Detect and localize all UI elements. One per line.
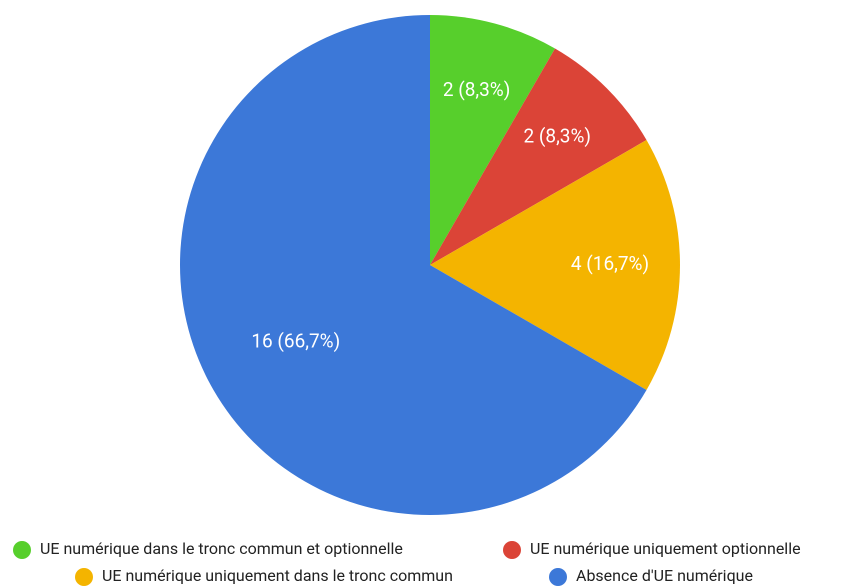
- legend-label: UE numérique uniquement optionnelle: [530, 539, 801, 558]
- legend-swatch: [503, 541, 521, 559]
- legend-label: Absence d'UE numérique: [576, 566, 753, 585]
- slice-label: 16 (66,7%): [251, 330, 340, 353]
- slice-label: 2 (8,3%): [443, 78, 511, 101]
- pie-slice: [430, 140, 680, 390]
- slice-label: 4 (16,7%): [571, 252, 649, 275]
- legend-label: UE numérique uniquement dans le tronc co…: [102, 566, 453, 585]
- legend-swatch: [549, 568, 567, 586]
- pie-slice: [180, 15, 647, 515]
- slice-label: 2 (8,3%): [524, 125, 592, 148]
- legend-swatch: [75, 568, 93, 586]
- pie-slice: [430, 15, 555, 265]
- pie-slice: [430, 48, 647, 265]
- legend-label: UE numérique dans le tronc commun et opt…: [40, 539, 403, 558]
- legend-swatch: [13, 541, 31, 559]
